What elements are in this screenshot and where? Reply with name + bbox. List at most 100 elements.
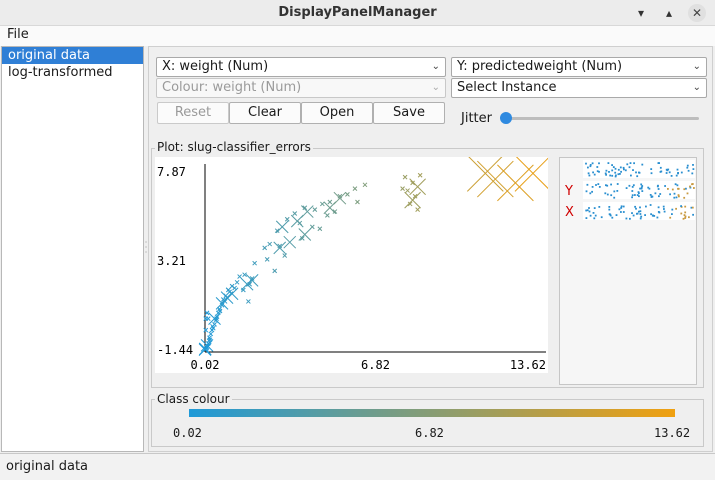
minimap-dot (588, 210, 591, 213)
minimap-dot (585, 217, 588, 219)
data-point-marker (198, 342, 212, 356)
minimap-dot (676, 184, 679, 187)
marker-stroke (300, 205, 314, 218)
data-point-marker (282, 253, 288, 258)
minimap-dot (658, 211, 661, 214)
data-point-marker (412, 193, 418, 199)
data-point-marker (317, 226, 323, 232)
minimap-dot (587, 166, 589, 169)
minimap-dot (617, 173, 620, 176)
marker-stroke (405, 188, 410, 193)
jitter-slider-track[interactable] (506, 117, 699, 120)
marker-stroke (234, 279, 240, 285)
minimap-dot (658, 195, 660, 198)
minimap-dot (608, 208, 611, 211)
data-point-marker (274, 228, 280, 234)
marker-stroke (476, 160, 514, 198)
marker-stroke (222, 299, 228, 304)
data-point-marker (402, 174, 408, 180)
marker-stroke (332, 209, 338, 214)
minimap-dot (609, 174, 612, 177)
marker-stroke (404, 191, 421, 209)
open-button[interactable]: Open (301, 102, 373, 124)
colour-max-label: 13.62 (654, 426, 691, 440)
minimap-dot (623, 168, 625, 171)
jitter-slider-handle[interactable] (500, 112, 512, 124)
marker-stroke (337, 193, 343, 199)
data-point-marker (466, 157, 504, 192)
close-button[interactable]: ✕ (688, 4, 706, 22)
data-point-marker (200, 339, 214, 352)
instance-select[interactable]: Select Instance ⌄ (451, 78, 707, 98)
minimap-dot (593, 173, 596, 176)
marker-stroke (225, 287, 239, 301)
data-point-marker (275, 220, 289, 234)
minimap-dot (585, 162, 587, 165)
marker-stroke (207, 337, 213, 343)
minimap-dot (684, 205, 687, 208)
minimap-dot (640, 215, 643, 218)
minimap-dot (635, 207, 637, 210)
data-point-marker (327, 199, 333, 205)
menu-file[interactable]: File (7, 27, 29, 42)
data-point-marker (240, 277, 254, 291)
minimap-dot (659, 193, 662, 195)
dataset-item-log-transformed[interactable]: log-transformed (8, 65, 113, 80)
marker-stroke (241, 287, 246, 293)
minimap-dot (631, 196, 633, 199)
dataset-list[interactable]: original data log-transformed (1, 46, 144, 452)
splitter-handle[interactable]: · · · (144, 238, 148, 257)
minimap-dot (638, 195, 640, 198)
minimize-button[interactable]: ▾ (632, 4, 650, 22)
marker-stroke (275, 220, 289, 234)
data-point-marker (208, 331, 214, 337)
minimap-dot (586, 183, 589, 186)
dataset-item-original-data[interactable]: original data (2, 47, 143, 64)
minimap-dot (691, 183, 693, 186)
data-point-marker (345, 192, 350, 197)
minimap-dot (650, 213, 652, 216)
minimap-dot (670, 175, 673, 177)
data-point-marker (497, 164, 534, 202)
minimap-dot (592, 171, 594, 174)
marker-stroke (312, 207, 318, 213)
marker-stroke (245, 274, 259, 287)
data-point-marker (332, 209, 338, 214)
minimap-dot (625, 187, 628, 189)
marker-stroke (514, 157, 548, 192)
minimap-dot (593, 207, 596, 209)
minimap-dot (610, 183, 612, 186)
reset-button[interactable]: Reset (157, 102, 229, 124)
marker-stroke (298, 228, 312, 241)
minimap-dot (692, 168, 695, 170)
minimap-dot (687, 169, 690, 172)
minimap-dot (592, 212, 595, 214)
minimap-dot (611, 174, 614, 177)
minimap-dot (649, 194, 652, 196)
minimap-dot (639, 187, 641, 190)
clear-button[interactable]: Clear (229, 102, 301, 124)
data-point-marker (405, 188, 410, 193)
minimap-dot (631, 212, 633, 214)
minimap-dot (607, 162, 610, 164)
minimap-dot (640, 187, 643, 190)
maximize-button[interactable]: ▴ (660, 4, 678, 22)
minimap-dot (614, 171, 617, 174)
marker-stroke (210, 323, 215, 329)
x-axis-select[interactable]: X: weight (Num) ⌄ (156, 57, 446, 77)
minimap-dot (667, 168, 670, 171)
data-point-marker (203, 327, 209, 333)
colour-select[interactable]: Colour: weight (Num) ⌄ (156, 78, 446, 98)
colour-select-label: Colour: weight (Num) (162, 80, 302, 95)
minimap-dot (598, 186, 601, 188)
data-point-marker (352, 186, 358, 191)
minimap-dot (595, 184, 597, 186)
marker-stroke (210, 325, 216, 331)
scatter-plot[interactable]: 7.87 3.21 -1.44 0.02 6.82 13.62 (155, 157, 548, 373)
minimap-dot (639, 210, 642, 213)
marker-stroke (208, 312, 221, 325)
y-axis-select[interactable]: Y: predictedweight (Num) ⌄ (451, 57, 707, 77)
save-button[interactable]: Save (373, 102, 445, 124)
data-point-marker (222, 299, 228, 304)
